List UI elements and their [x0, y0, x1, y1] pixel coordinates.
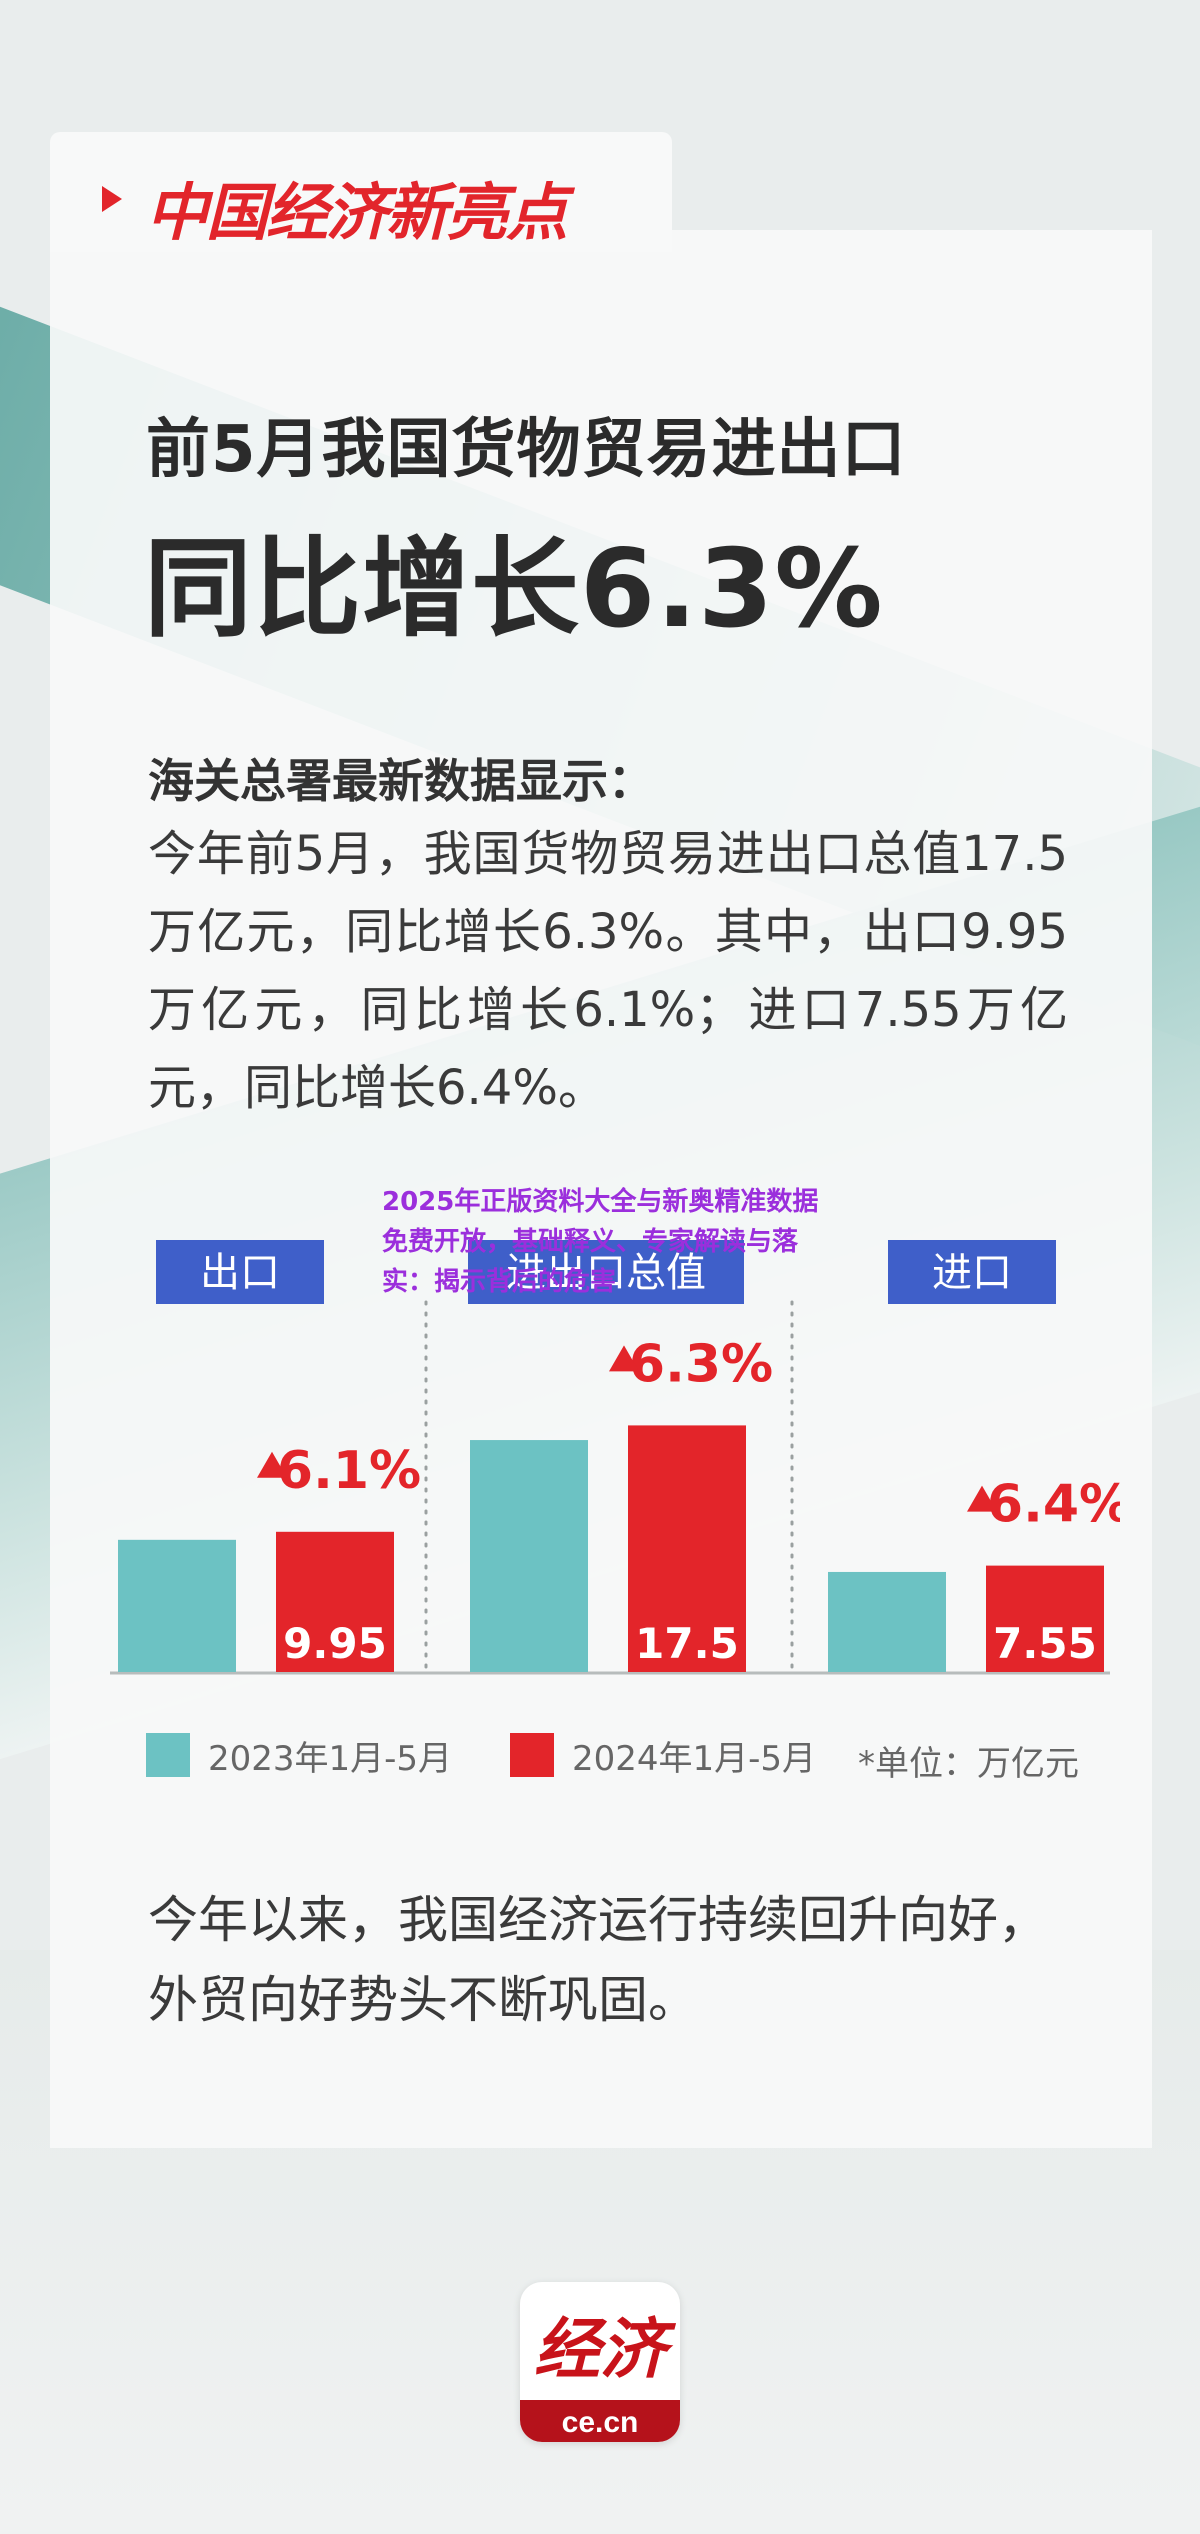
chart-bar [986, 1565, 1104, 1672]
up-triangle-icon [967, 1485, 997, 1512]
chart-bar [828, 1571, 946, 1672]
legend-item-2023: 2023年1月-5月 [146, 1732, 453, 1779]
logo-url: ce.cn [561, 2406, 639, 2439]
up-triangle-icon [609, 1345, 639, 1372]
category-label: 出口 [200, 1250, 280, 1296]
legend-swatch-2024 [510, 1733, 554, 1777]
category-label: 进口 [932, 1250, 1012, 1296]
unit-note: *单位：万亿元 [858, 1744, 1079, 1784]
body-text: 今年前5月，我国货物贸易进出口总值17.5万亿元，同比增长6.3%。其中，出口9… [148, 826, 1068, 1116]
legend-label-2023: 2023年1月-5月 [208, 1738, 453, 1779]
category-label: 进出口总值 [506, 1250, 706, 1296]
chart-bar [470, 1440, 588, 1672]
chart-bar [628, 1425, 746, 1672]
closing-text: 今年以来，我国经济运行持续回升向好，外贸向好势头不断巩固。 [148, 1891, 1048, 2029]
chart-bar [276, 1531, 394, 1672]
source-label: 海关总署最新数据显示： [148, 754, 654, 808]
play-icon [102, 186, 122, 212]
content-card [50, 230, 1152, 2148]
category-badge [888, 1240, 1056, 1304]
bar-data-label: 17.5 [635, 1619, 739, 1668]
category-badge [468, 1240, 744, 1304]
legend-swatch-2023 [146, 1733, 190, 1777]
growth-label: 6.3% [629, 1334, 773, 1394]
legend-label-2024: 2024年1月-5月 [572, 1738, 817, 1779]
headline-line2: 同比增长6.3% [144, 527, 884, 652]
headline-line1: 前5月我国货物贸易进出口 [146, 413, 907, 487]
overlay-text: 2025年正版资料大全与新奥精准数据免费开放，基础释义、专家解读与落实：揭示背后… [382, 1187, 819, 1297]
logo-mark: 经济 [534, 2310, 666, 2388]
bar-data-label: 9.95 [283, 1619, 387, 1668]
chart-bar [118, 1539, 236, 1672]
legend-item-2024: 2024年1月-5月 [510, 1732, 817, 1779]
growth-label: 6.4% [987, 1475, 1120, 1535]
up-triangle-icon [257, 1451, 287, 1478]
bar-data-label: 7.55 [993, 1619, 1097, 1668]
trade-bar-chart: 出口 9.95 6.1% 进出口总值 17.5 6.3% 进口 7.55 6.4% [110, 1240, 1120, 1675]
ce-logo[interactable]: 经济 ce.cn [520, 2282, 680, 2442]
brand-title: 中国经济新亮点 [146, 176, 568, 249]
logo-bar: ce.cn [520, 2400, 680, 2442]
category-badge [156, 1240, 324, 1304]
growth-label: 6.1% [277, 1441, 421, 1501]
